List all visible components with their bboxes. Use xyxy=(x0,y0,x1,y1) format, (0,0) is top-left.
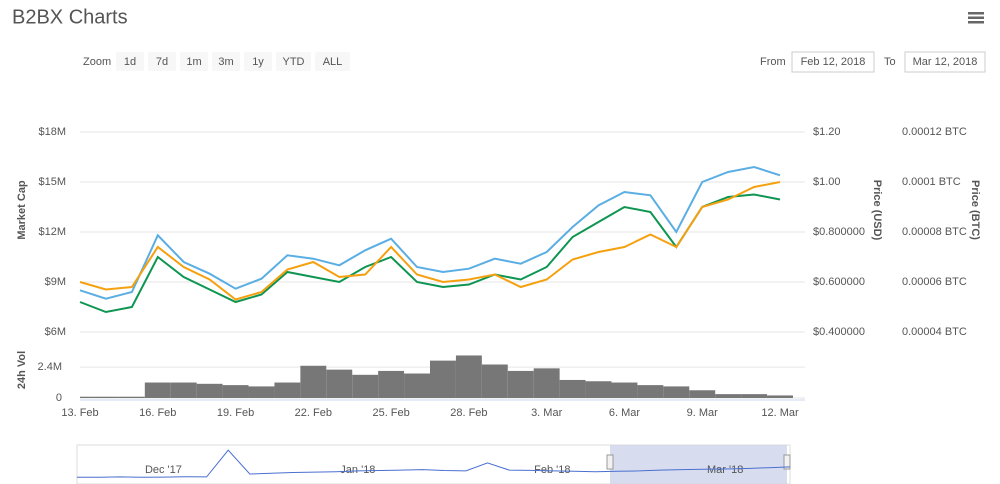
y-tick-label: $1.00 xyxy=(813,176,841,188)
volume-bar xyxy=(663,386,690,398)
to-date: Mar 12, 2018 xyxy=(913,56,978,68)
menu-bar xyxy=(968,21,984,24)
series-line xyxy=(79,181,781,301)
navigator-label: Mar '18 xyxy=(707,464,743,476)
menu-bar xyxy=(968,16,984,19)
from-label: From xyxy=(760,56,786,68)
volume-bar xyxy=(507,370,534,398)
from-date: Feb 12, 2018 xyxy=(801,56,866,68)
x-tick-label: 13. Feb xyxy=(61,407,98,419)
volume-bar xyxy=(559,379,586,398)
zoom-button[interactable] xyxy=(212,52,240,71)
page-title: B2BX Charts xyxy=(12,6,128,28)
volume-bar xyxy=(378,370,405,398)
series-line xyxy=(79,193,781,314)
volume-bar xyxy=(430,360,456,398)
x-tick-label: 28. Feb xyxy=(450,407,487,419)
volume-bar xyxy=(80,396,93,398)
y-tick-label: $1.20 xyxy=(813,126,841,138)
y-tick-label: $9M xyxy=(45,276,66,288)
volume-bar xyxy=(741,394,768,398)
series-line xyxy=(79,165,781,300)
volume-bar xyxy=(170,382,197,398)
x-tick-label: 16. Feb xyxy=(139,407,176,419)
x-tick-label: 3. Mar xyxy=(531,407,563,419)
y-tick-label: $0.600000 xyxy=(813,276,865,288)
volume-bar xyxy=(274,382,301,398)
zoom-button[interactable] xyxy=(276,52,311,71)
x-tick-label: 25. Feb xyxy=(372,407,409,419)
x-tick-label: 6. Mar xyxy=(609,407,641,419)
y-tick-label: $0.400000 xyxy=(813,326,865,338)
volume-bar xyxy=(767,395,793,398)
zoom-button[interactable] xyxy=(244,52,272,71)
navigator-line xyxy=(77,449,791,478)
volume-bar xyxy=(92,396,119,398)
volume-bar xyxy=(404,373,430,398)
volume-bar xyxy=(196,383,223,398)
zoom-button[interactable] xyxy=(180,52,208,71)
navigator-label: Jan '18 xyxy=(340,464,375,476)
to-label: To xyxy=(884,56,896,68)
x-tick-label: 9. Mar xyxy=(687,407,719,419)
volume-bar xyxy=(481,364,508,398)
y-tick-label: $12M xyxy=(38,226,66,238)
x-tick-label: 22. Feb xyxy=(295,407,332,419)
from-input[interactable] xyxy=(791,51,875,73)
menu-button[interactable] xyxy=(968,12,984,24)
axis-title: Price (BTC) xyxy=(969,180,981,240)
y-tick-label: $6M xyxy=(45,326,66,338)
axis-title: Market Cap xyxy=(16,180,28,240)
volume-bar xyxy=(352,374,379,398)
volume-bar xyxy=(533,368,560,398)
zoom-button-label: 7d xyxy=(156,56,168,68)
x-tick-label: 12. Mar xyxy=(761,407,799,419)
menu-bar xyxy=(968,12,984,15)
y-tick-label: 0.00012 BTC xyxy=(902,126,967,138)
volume-bar xyxy=(689,390,716,398)
zoom-button[interactable] xyxy=(315,52,350,71)
navigator-label: Dec '17 xyxy=(145,464,182,476)
volume-bar xyxy=(118,396,145,398)
volume-bar xyxy=(300,365,327,398)
volume-bar xyxy=(715,394,742,398)
navigator-selection[interactable] xyxy=(610,445,787,484)
zoom-button-label: ALL xyxy=(323,56,343,68)
zoom-button-label: 3m xyxy=(218,56,233,68)
zoom-button-label: 1m xyxy=(186,56,201,68)
zoom-button-label: 1d xyxy=(124,56,136,68)
volume-bar xyxy=(637,385,664,398)
y-tick-label: 0.0001 BTC xyxy=(902,176,961,188)
volume-bar xyxy=(326,369,353,398)
volume-bar xyxy=(611,382,638,398)
navigator-handle[interactable] xyxy=(783,454,791,470)
axis-title: Price (USD) xyxy=(871,180,883,241)
volume-bar xyxy=(248,386,275,398)
axis-title: 24h Vol xyxy=(16,351,28,389)
navigator-label: Feb '18 xyxy=(534,464,570,476)
y-tick-label: $15M xyxy=(38,176,66,188)
zoom-button[interactable] xyxy=(116,52,144,71)
zoom-button[interactable] xyxy=(148,52,176,71)
volume-bar xyxy=(144,382,171,398)
volume-bar xyxy=(585,381,612,398)
to-input[interactable] xyxy=(904,51,986,73)
navigator-handle[interactable] xyxy=(606,454,614,470)
y-tick-label: $0.800000 xyxy=(813,226,865,238)
volume-bar xyxy=(222,385,249,398)
y-tick-label: 0.00004 BTC xyxy=(902,326,967,338)
y-tick-label: 0 xyxy=(56,392,62,404)
y-tick-label: 0.00006 BTC xyxy=(902,276,967,288)
y-tick-label: 2.4M xyxy=(38,361,62,373)
zoom-button-label: 1y xyxy=(252,56,264,68)
zoom-label: Zoom xyxy=(83,56,111,68)
y-tick-label: $18M xyxy=(38,126,66,138)
x-tick-label: 19. Feb xyxy=(217,407,254,419)
zoom-button-label: YTD xyxy=(283,56,305,68)
volume-bar xyxy=(455,355,482,398)
y-tick-label: 0.00008 BTC xyxy=(902,226,967,238)
